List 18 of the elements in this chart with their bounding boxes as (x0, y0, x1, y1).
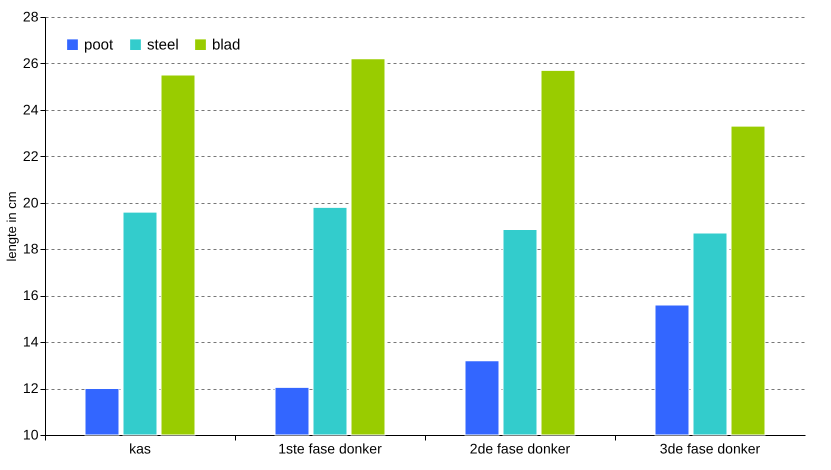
y-tick-label: 16 (22, 287, 39, 304)
y-tick-label: 10 (22, 426, 39, 442)
y-tick-label: 26 (22, 54, 39, 71)
y-axis-title: lengte in cm (4, 191, 19, 262)
legend-label: poot (84, 36, 114, 54)
legend-label: blad (212, 36, 240, 54)
x-tick-label: 3de fase donker (660, 440, 761, 456)
y-tick-label: 12 (22, 380, 39, 396)
x-tick-label: 1ste fase donker (278, 440, 382, 456)
y-tick-label: 24 (22, 101, 39, 118)
y-tick-label: 18 (22, 240, 39, 257)
legend-label: steel (147, 36, 179, 54)
y-tick-label: 28 (22, 8, 39, 24)
y-tick-label: 22 (22, 148, 39, 164)
y-tick-label: 14 (22, 334, 39, 350)
x-tick-label: 2de fase donker (470, 440, 571, 456)
x-tick-label: kas (129, 440, 151, 456)
y-tick-label: 20 (22, 194, 39, 210)
